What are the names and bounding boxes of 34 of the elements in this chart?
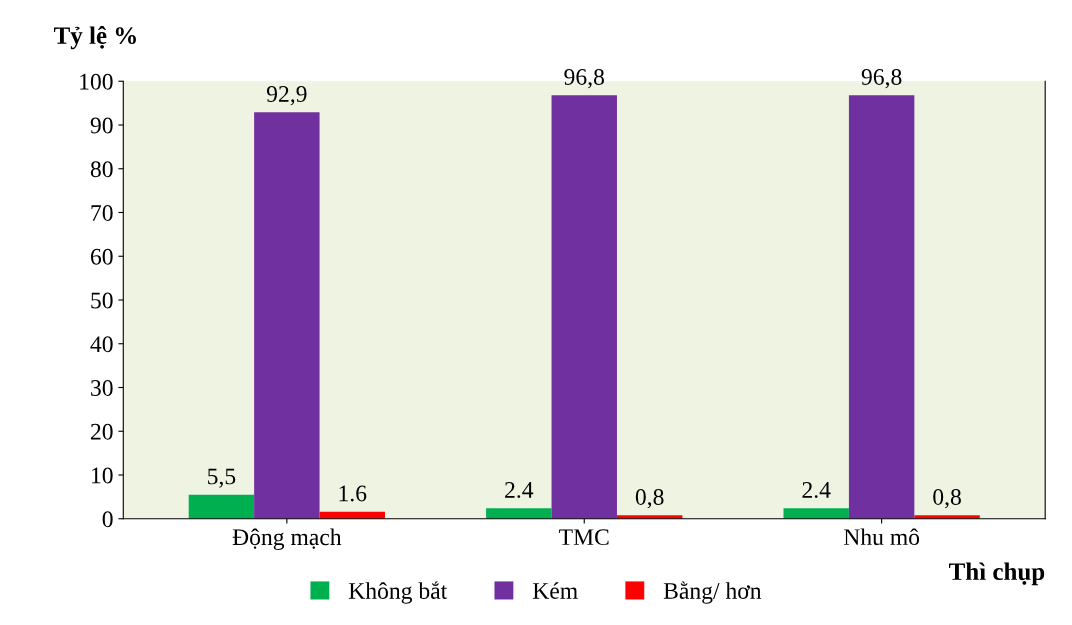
bar [486, 508, 552, 519]
y-tick-label: 90 [90, 117, 113, 134]
y-tick-label: 40 [90, 336, 113, 353]
data-label: 0,8 [635, 488, 664, 509]
data-label: 2.4 [505, 482, 534, 498]
data-label: 1.6 [339, 485, 367, 502]
y-axis-title: Tỷ lệ % [53, 26, 136, 50]
bar [254, 112, 320, 519]
x-tick-label: Động mạch [232, 528, 342, 550]
y-tick-label: 70 [91, 204, 113, 221]
x-tick-label: Nhu mô [843, 528, 920, 546]
bar [848, 95, 915, 519]
data-label: 0,8 [933, 488, 961, 509]
x-tick-label: TMC [559, 529, 609, 546]
legend-label: Kém [532, 582, 578, 599]
bar [551, 95, 617, 519]
y-tick-label: 80 [90, 161, 113, 178]
y-tick-label: 10 [92, 467, 113, 484]
y-tick-label: 50 [91, 292, 113, 309]
data-label: 96,8 [861, 68, 902, 89]
y-tick-label: 30 [91, 379, 113, 396]
data-label: 5,5 [208, 468, 236, 488]
data-label: 2.4 [802, 482, 831, 498]
data-label: 96,8 [564, 68, 604, 89]
bar [783, 508, 849, 519]
y-tick-label: 100 [80, 73, 113, 90]
y-tick-label: 60 [90, 248, 113, 265]
y-tick-label: 20 [90, 423, 113, 440]
bar [188, 494, 255, 519]
y-tick-label: 0 [102, 511, 113, 528]
legend-label: Không bắt [348, 581, 448, 604]
data-label: 92,9 [266, 86, 307, 106]
x-axis-title: Thì chụp [949, 562, 1045, 586]
legend-label: Bằng/ hơn [663, 581, 762, 604]
